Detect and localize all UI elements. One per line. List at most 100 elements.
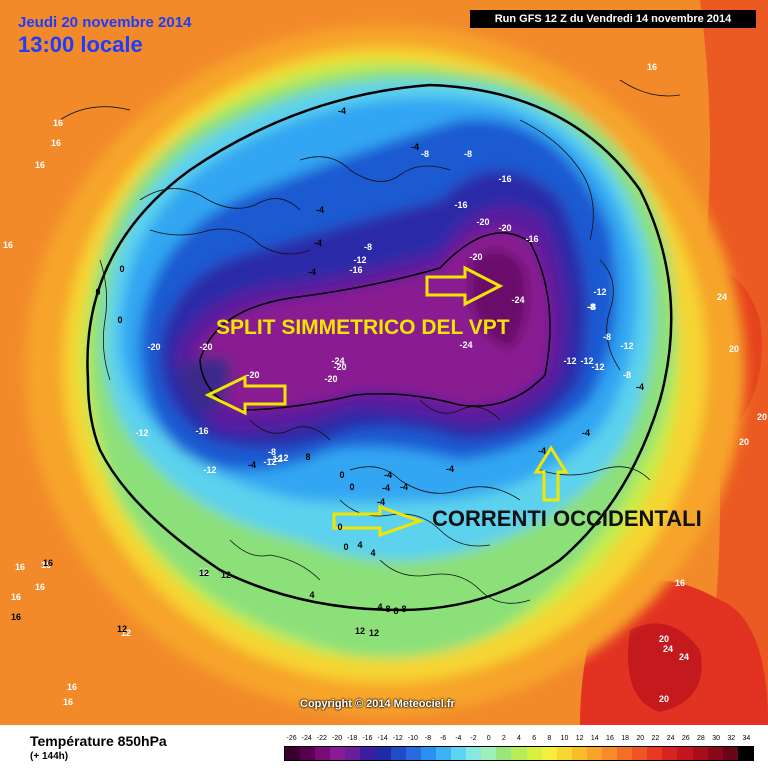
isotherm-label: -20 <box>476 217 489 227</box>
legend-subtitle: (+ 144h) <box>30 751 69 762</box>
legend-tick-label: 6 <box>532 735 537 742</box>
isotherm-label: -4 <box>316 205 324 215</box>
cold-core-deep <box>470 249 528 350</box>
isotherm-label: -8 <box>364 242 372 252</box>
legend-swatch <box>526 747 542 760</box>
isotherm-label: -20 <box>246 370 259 380</box>
warm-isotherm-label: 16 <box>63 697 73 707</box>
legend-tick-label: 2 <box>501 735 506 742</box>
isotherm-label: -12 <box>135 428 148 438</box>
isotherm-label: 0 <box>95 287 100 297</box>
isotherm-zero <box>86 83 673 612</box>
isotherm-label: -4 <box>582 428 590 438</box>
legend-tick-label: 24 <box>666 735 675 742</box>
isotherm-label: 8 <box>401 604 406 614</box>
isotherm-label: 16 <box>11 612 21 622</box>
isotherm-label: 4 <box>370 548 375 558</box>
isotherm-label: 0 <box>119 264 124 274</box>
legend-tick-label: -6 <box>440 735 447 742</box>
arrow-west <box>204 374 287 416</box>
isotherm-label: -4 <box>314 238 322 248</box>
forecast-date: Jeudi 20 novembre 2014 <box>18 14 192 31</box>
legend-swatch <box>647 747 663 760</box>
annotation-split: SPLIT SIMMETRICO DEL VPT <box>216 316 510 339</box>
warm-isotherm-label: 16 <box>53 118 63 128</box>
isotherm-label: 8 <box>393 606 398 616</box>
warm-isotherm-label: 24 <box>679 652 689 662</box>
warm-isotherm-label: 16 <box>3 240 13 250</box>
legend-tick-label: 4 <box>517 735 521 742</box>
isotherm-label: -4 <box>411 142 419 152</box>
legend-tick-label: -8 <box>424 735 432 742</box>
legend-swatch <box>601 747 618 760</box>
legend-tick-label: -16 <box>362 735 373 742</box>
isotherm-label: 0 <box>343 542 348 552</box>
forecast-time: 13:00 locale <box>18 32 143 57</box>
isotherm-label: -20 <box>324 374 337 384</box>
legend-swatch <box>511 747 527 760</box>
isotherm-label: -20 <box>199 342 212 352</box>
legend-swatch <box>481 747 497 760</box>
legend-tick-label: 32 <box>727 735 736 742</box>
isotherm-label: -4 <box>538 446 546 456</box>
isotherm-label: -4 <box>636 382 644 392</box>
isotherm-label: -8 <box>268 447 276 457</box>
legend-swatch <box>300 747 316 760</box>
legend-swatch <box>662 747 678 760</box>
isotherm-label: -24 <box>331 356 344 366</box>
isotherm-label: -8 <box>588 302 596 312</box>
warm-isotherm-label: 20 <box>659 694 669 704</box>
legend-tick-label: 16 <box>606 735 614 742</box>
arrow-north <box>533 445 569 502</box>
legend-swatch <box>617 747 633 760</box>
legend-swatch <box>556 747 572 760</box>
isotherm-label: -4 <box>377 497 385 507</box>
legend-tick-label: 18 <box>621 735 630 742</box>
warm-isotherm-label: 12 <box>221 570 231 580</box>
legend-tick-label: 0 <box>486 735 491 742</box>
isotherm-label: -12 <box>620 341 633 351</box>
isotherm-label: -8 <box>603 332 611 342</box>
isotherm-label: 12 <box>117 624 127 634</box>
isotherm-label: 4 <box>377 602 382 612</box>
legend-swatch <box>345 747 361 760</box>
cold-core-purple <box>195 230 550 410</box>
isotherm-minus-twenty <box>199 232 551 411</box>
legend-tick-label: 10 <box>560 735 569 742</box>
warm-isotherm-label: 20 <box>739 437 749 447</box>
isotherm-label: -20 <box>333 362 346 372</box>
legend-tick-label: 34 <box>742 735 751 742</box>
isotherm-label: -16 <box>195 426 208 436</box>
isotherm-label: -16 <box>349 265 362 275</box>
isotherm-label: -20 <box>498 223 511 233</box>
legend-tick-label: 8 <box>547 735 552 742</box>
legend-swatch <box>360 747 376 760</box>
isotherm-label: -20 <box>469 252 482 262</box>
legend-swatch <box>390 747 406 760</box>
isotherm-label: 12 <box>199 568 209 578</box>
legend-tick-label: 28 <box>697 735 705 742</box>
isotherm-label: 0 <box>117 315 122 325</box>
warm-isotherm-label: 12 <box>121 628 131 638</box>
isotherm-label: 4 <box>309 590 314 600</box>
isotherm-label: -4 <box>308 267 316 277</box>
legend-swatch <box>632 747 648 760</box>
isotherm-label: -12 <box>275 453 288 463</box>
legend-color-bar <box>284 746 754 761</box>
legend-swatch <box>435 747 452 760</box>
arrow-east-top <box>425 265 504 307</box>
isotherm-label: 12 <box>369 628 379 638</box>
legend-tick-label: -26 <box>286 735 297 742</box>
annotation-correnti: CORRENTI OCCIDENTALI <box>432 506 702 531</box>
isotherm-label: 8 <box>385 604 390 614</box>
legend-swatch <box>451 747 467 760</box>
isotherm-label: 0 <box>337 522 342 532</box>
isotherm-label: -12 <box>591 362 604 372</box>
run-info: Run GFS 12 Z du Vendredi 14 novembre 201… <box>470 10 756 28</box>
isotherm-label: -12 <box>593 287 606 297</box>
warm-isotherm-label: 20 <box>659 634 669 644</box>
isotherm-label: 12 <box>221 570 231 580</box>
legend-tick-label: -18 <box>347 735 358 742</box>
warm-isotherm-label: 16 <box>67 682 77 692</box>
